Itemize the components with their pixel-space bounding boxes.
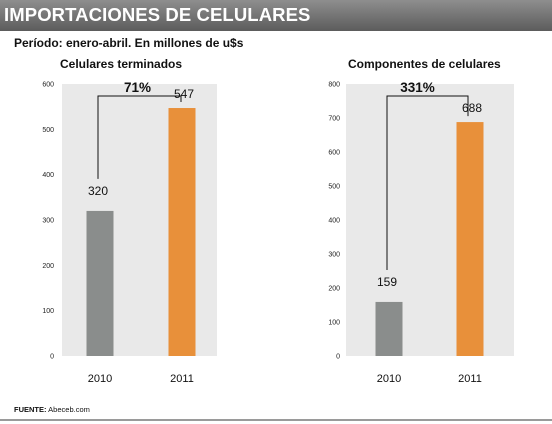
chart-1-growth-label: 71%	[124, 80, 151, 95]
chart-1-title: Celulares terminados	[60, 57, 183, 71]
chart-1-growth-bracket	[97, 95, 182, 179]
page-title: IMPORTACIONES DE CELULARES	[4, 4, 311, 25]
source-label: FUENTE:	[14, 405, 47, 414]
chart-1-bar-2011	[168, 108, 196, 356]
chart-1-bar-2010	[86, 210, 114, 356]
chart-2-growth-label: 331%	[400, 80, 435, 95]
source-note: FUENTE: Abeceb.com	[14, 405, 90, 414]
header-banner: IMPORTACIONES DE CELULARES	[0, 0, 552, 31]
chart-2-y-tick-label: 700	[328, 116, 340, 123]
chart-1-y-tick-label: 100	[42, 308, 54, 315]
chart-1-y-tick-label: 600	[42, 82, 54, 89]
chart-2-y-tick-label: 100	[328, 320, 340, 327]
chart-2-y-tick-label: 500	[328, 184, 340, 191]
bottom-rule	[0, 419, 552, 421]
chart-2-plot-area	[346, 84, 514, 356]
chart-2-bar-2011	[456, 122, 484, 356]
chart-2-y-tick-label: 800	[328, 82, 340, 89]
chart-2-category-label: 2011	[458, 373, 482, 385]
chart-2-title: Componentes de celulares	[348, 57, 501, 71]
chart-2-y-tick-label: 200	[328, 286, 340, 293]
chart-1-y-tick-label: 400	[42, 172, 54, 179]
chart-2-value-label: 159	[377, 275, 397, 289]
chart-2-y-tick-label: 0	[336, 354, 340, 361]
chart-1-y-tick-label: 200	[42, 263, 54, 270]
source-value: Abeceb.com	[48, 405, 90, 414]
chart-2-growth-bracket	[386, 95, 469, 270]
chart-1-category-label: 2010	[88, 373, 112, 385]
chart-1-y-tick-label: 300	[42, 218, 54, 225]
chart-2-bar-2010	[375, 301, 403, 356]
chart-2-y-tick-label: 600	[328, 150, 340, 157]
chart-1-value-label: 547	[174, 87, 194, 101]
chart-2-y-tick-label: 400	[328, 218, 340, 225]
chart-1-category-label: 2011	[170, 373, 194, 385]
chart-2-value-label: 688	[462, 101, 482, 115]
chart-1-value-label: 320	[88, 184, 108, 198]
subtitle: Período: enero-abril. En millones de u$s	[14, 36, 244, 50]
chart-1-y-tick-label: 500	[42, 127, 54, 134]
chart-2-y-tick-label: 300	[328, 252, 340, 259]
chart-2-category-label: 2010	[377, 373, 401, 385]
chart-1-y-tick-label: 0	[50, 354, 54, 361]
